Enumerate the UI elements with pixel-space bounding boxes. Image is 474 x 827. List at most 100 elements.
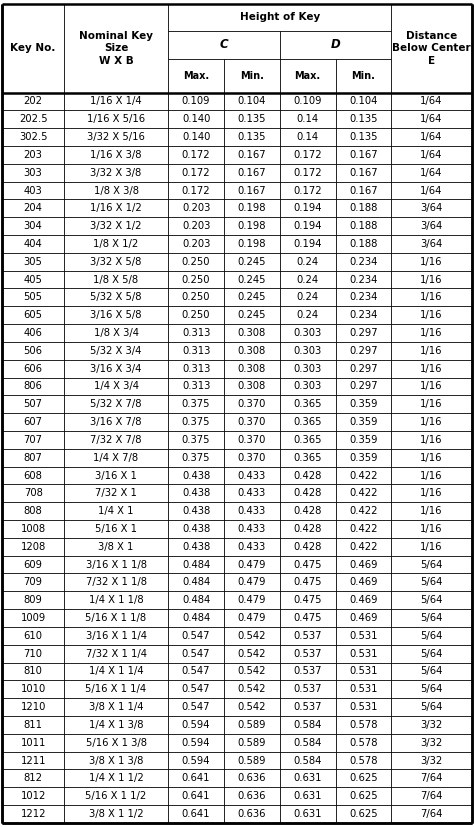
Text: 1/4 X 1 1/8: 1/4 X 1 1/8 [89,595,143,605]
Text: 1/16: 1/16 [420,310,443,320]
Text: 0.438: 0.438 [182,542,210,552]
Text: 5/64: 5/64 [420,684,443,695]
Text: 610: 610 [24,631,43,641]
Text: 0.641: 0.641 [182,791,210,801]
Text: 0.303: 0.303 [293,328,322,338]
Text: 0.359: 0.359 [349,435,378,445]
Text: 0.24: 0.24 [297,293,319,303]
Text: 0.172: 0.172 [293,150,322,160]
Text: 3/32 X 5/8: 3/32 X 5/8 [91,256,142,267]
Text: 0.250: 0.250 [182,310,210,320]
Text: 708: 708 [24,488,43,499]
Text: 1/64: 1/64 [420,150,443,160]
Text: 0.198: 0.198 [237,221,266,232]
Text: 0.188: 0.188 [349,239,378,249]
Text: 1/16: 1/16 [420,488,443,499]
Text: 0.433: 0.433 [238,488,266,499]
Text: 3/64: 3/64 [420,203,443,213]
Text: 608: 608 [24,471,43,480]
Text: 3/32 X 3/8: 3/32 X 3/8 [91,168,142,178]
Text: 0.313: 0.313 [182,346,210,356]
Text: 5/64: 5/64 [420,613,443,623]
Text: 0.484: 0.484 [182,577,210,587]
Text: 0.297: 0.297 [349,364,378,374]
Text: 1/4 X 1: 1/4 X 1 [98,506,134,516]
Text: 0.140: 0.140 [182,114,210,124]
Text: 0.250: 0.250 [182,293,210,303]
Text: 1/16 X 1/4: 1/16 X 1/4 [90,97,142,107]
Text: Nominal Key
Size
W X B: Nominal Key Size W X B [79,31,153,66]
Text: 0.636: 0.636 [237,773,266,783]
Text: 1210: 1210 [20,702,46,712]
Text: 3/8 X 1 1/2: 3/8 X 1 1/2 [89,809,143,819]
Text: 0.636: 0.636 [237,791,266,801]
Text: Key No.: Key No. [10,43,56,54]
Text: 0.104: 0.104 [237,97,266,107]
Text: 0.234: 0.234 [349,293,378,303]
Text: 0.167: 0.167 [237,185,266,195]
Text: 1/4 X 1 1/4: 1/4 X 1 1/4 [89,667,143,676]
Text: 203: 203 [24,150,43,160]
Text: 0.308: 0.308 [238,346,266,356]
Text: 1/8 X 1/2: 1/8 X 1/2 [93,239,139,249]
Text: 5/16 X 1 3/8: 5/16 X 1 3/8 [85,738,146,748]
Text: 1/16: 1/16 [420,417,443,427]
Text: 0.469: 0.469 [349,560,378,570]
Text: 0.313: 0.313 [182,364,210,374]
Text: 0.438: 0.438 [182,524,210,534]
Text: 5/16 X 1: 5/16 X 1 [95,524,137,534]
Text: 0.531: 0.531 [349,631,378,641]
Text: 0.109: 0.109 [182,97,210,107]
Text: 1/16: 1/16 [420,381,443,391]
Text: C: C [219,38,228,51]
Text: 5/16 X 1 1/2: 5/16 X 1 1/2 [85,791,146,801]
Text: 0.479: 0.479 [237,595,266,605]
Text: 0.542: 0.542 [237,702,266,712]
Text: 0.484: 0.484 [182,595,210,605]
Text: 5/64: 5/64 [420,631,443,641]
Text: 1/16: 1/16 [420,506,443,516]
Text: 0.303: 0.303 [293,381,322,391]
Text: 5/16 X 1 1/8: 5/16 X 1 1/8 [85,613,146,623]
Text: 3/8 X 1 1/4: 3/8 X 1 1/4 [89,702,143,712]
Text: 0.167: 0.167 [349,185,378,195]
Text: 0.308: 0.308 [238,328,266,338]
Text: 1008: 1008 [20,524,46,534]
Text: 1/4 X 1 1/2: 1/4 X 1 1/2 [89,773,144,783]
Text: 5/32 X 3/4: 5/32 X 3/4 [91,346,142,356]
Text: 0.203: 0.203 [182,203,210,213]
Text: 0.188: 0.188 [349,203,378,213]
Text: 0.537: 0.537 [293,702,322,712]
Text: 204: 204 [24,203,43,213]
Text: 0.234: 0.234 [349,310,378,320]
Text: 0.479: 0.479 [237,560,266,570]
Text: 0.365: 0.365 [293,399,322,409]
Text: 3/8 X 1: 3/8 X 1 [98,542,134,552]
Text: 0.250: 0.250 [182,256,210,267]
Text: 1/4 X 1 3/8: 1/4 X 1 3/8 [89,719,143,730]
Text: 0.428: 0.428 [293,471,322,480]
Text: 0.589: 0.589 [237,738,266,748]
Text: 0.422: 0.422 [349,471,378,480]
Text: 0.438: 0.438 [182,488,210,499]
Text: 0.584: 0.584 [293,719,322,730]
Text: 1/8 X 3/8: 1/8 X 3/8 [93,185,138,195]
Text: 0.375: 0.375 [182,452,210,463]
Text: 1009: 1009 [20,613,46,623]
Text: 0.631: 0.631 [293,791,322,801]
Text: 0.370: 0.370 [237,417,266,427]
Text: 0.245: 0.245 [237,310,266,320]
Text: 0.203: 0.203 [182,239,210,249]
Text: 1/16: 1/16 [420,524,443,534]
Text: 0.135: 0.135 [349,114,378,124]
Text: 0.625: 0.625 [349,809,378,819]
Text: 0.245: 0.245 [237,293,266,303]
Text: 0.140: 0.140 [182,132,210,142]
Text: 0.245: 0.245 [237,275,266,284]
Text: 0.359: 0.359 [349,399,378,409]
Text: 0.313: 0.313 [182,328,210,338]
Text: 0.313: 0.313 [182,381,210,391]
Text: 0.203: 0.203 [182,221,210,232]
Text: 0.479: 0.479 [237,577,266,587]
Text: 7/32 X 1 1/4: 7/32 X 1 1/4 [85,648,146,658]
